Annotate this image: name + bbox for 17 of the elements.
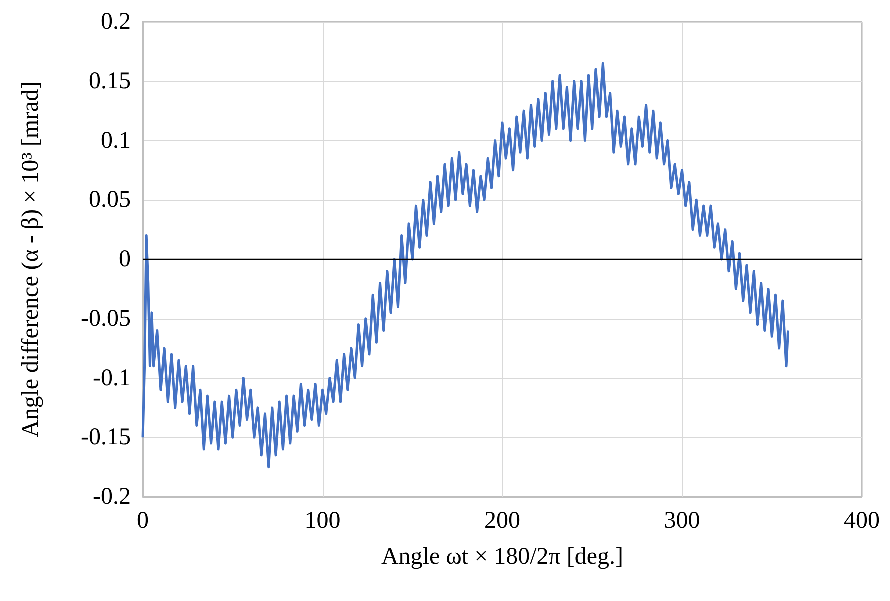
x-tick-label: 300: [664, 508, 700, 534]
y-tick-label: -0.2: [93, 484, 131, 510]
y-tick-label: 0: [119, 246, 131, 272]
y-tick-label: -0.15: [81, 424, 131, 451]
y-tick-label: -0.05: [81, 306, 131, 332]
y-tick-label: 0.15: [89, 68, 131, 94]
x-tick-label: 400: [844, 508, 880, 534]
x-tick-label: 100: [304, 508, 341, 534]
y-tick-label: 0.1: [101, 128, 131, 154]
x-tick-label: 0: [137, 508, 149, 534]
line-series: [142, 62, 790, 469]
y-tick-label: 0.05: [89, 187, 131, 214]
y-axis-title: Angle difference (α - β) × 10³ [mrad]: [18, 81, 44, 438]
y-tick-label: -0.1: [93, 365, 131, 392]
x-tick-label: 200: [484, 508, 520, 534]
x-axis-title: Angle ωt × 180/2π [deg.]: [381, 544, 624, 570]
y-tick-label: 0.2: [101, 9, 131, 35]
